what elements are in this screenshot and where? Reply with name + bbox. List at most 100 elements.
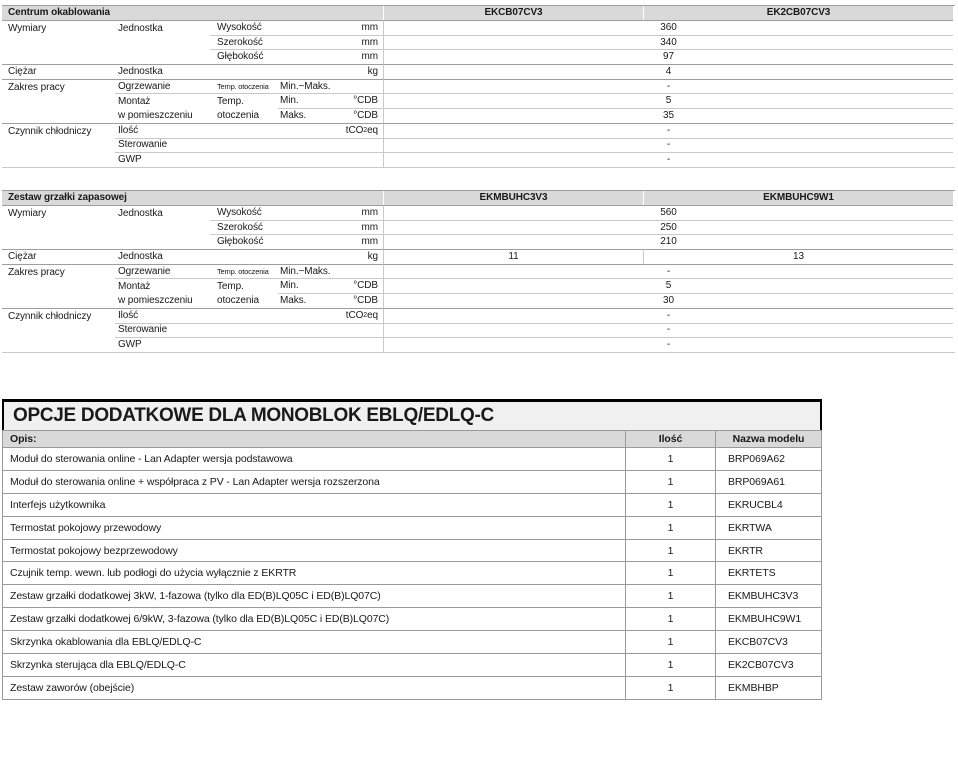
option-row: Interfejs użytkownika 1 EKRUCBL4 xyxy=(3,492,821,516)
spec-value: - xyxy=(383,152,953,167)
option-row: Zestaw zaworów (obejście) 1 EKMBHBP xyxy=(3,675,821,699)
row-sublabel: Jednostka xyxy=(115,205,210,249)
model-column-header: EKMBUHC3V3 xyxy=(383,191,643,205)
option-quantity: 1 xyxy=(625,516,715,539)
row-group-label: Zakres pracy xyxy=(2,263,115,308)
option-row: Czujnik temp. wewn. lub podłogi do użyci… xyxy=(3,561,821,585)
option-quantity: 1 xyxy=(625,676,715,699)
spec-value: 250 xyxy=(383,219,953,235)
spec-value: 560 xyxy=(383,205,953,220)
row-sublabel: Temp. otoczenia xyxy=(210,263,278,279)
unit-label: mm xyxy=(340,205,383,220)
spec-value: 210 xyxy=(383,234,953,250)
model-column-header: EK2CB07CV3 xyxy=(643,6,953,20)
spec-value: - xyxy=(383,78,953,94)
options-title: OPCJE DODATKOWE DLA MONOBLOK EBLQ/EDLQ-C xyxy=(2,399,822,430)
row-sublabel: Ogrzewanie xyxy=(115,263,210,279)
option-quantity: 1 xyxy=(625,562,715,585)
spec-value: 97 xyxy=(383,49,953,65)
option-model: EKCB07CV3 xyxy=(715,631,821,654)
unit-empty xyxy=(340,78,383,94)
unit-label: kg xyxy=(340,64,383,79)
option-model: BRP069A61 xyxy=(715,470,821,493)
spec-value: 5 xyxy=(383,93,953,109)
unit-label: kg xyxy=(340,249,383,264)
unit-label: °CDB xyxy=(340,278,383,293)
row-sublabel: Temp. otoczenia xyxy=(210,93,278,122)
row-sublabel: Ilość xyxy=(115,307,340,323)
row-sublabel: Temp. otoczenia xyxy=(210,278,278,307)
row-group-label: Czynnik chłodniczy xyxy=(2,122,115,167)
option-description: Czujnik temp. wewn. lub podłogi do użyci… xyxy=(10,567,297,580)
row-sublabel: Jednostka xyxy=(115,64,340,79)
row-sublabel: Maks. xyxy=(278,293,340,308)
row-sublabel: Szerokość xyxy=(210,34,340,50)
row-group-label: Ciężar xyxy=(2,249,115,264)
row-sublabel: Jednostka xyxy=(115,20,210,64)
row-sublabel: Min.~Maks. xyxy=(278,263,340,279)
model-column-header: EKMBUHC9W1 xyxy=(643,191,953,205)
option-model: EKRTWA xyxy=(715,516,821,539)
column-header-description: Opis: xyxy=(10,433,37,445)
spec-value: - xyxy=(383,137,953,153)
spec-value: 4 xyxy=(383,64,953,79)
option-description: Zestaw grzałki dodatkowej 3kW, 1-fazowa … xyxy=(10,590,381,603)
unit-label: mm xyxy=(340,49,383,64)
spec-value: 5 xyxy=(383,278,953,294)
spec-value: - xyxy=(383,307,953,323)
row-sublabel: Sterowanie xyxy=(115,137,383,153)
unit-tco2eq: tCO 2 eq xyxy=(340,307,383,323)
row-sublabel: Montaż w pomieszczeniu xyxy=(115,93,210,122)
option-description: Zestaw zaworów (obejście) xyxy=(10,681,135,694)
unit-label: mm xyxy=(340,20,383,35)
unit-label: °CDB xyxy=(340,93,383,108)
option-row: Zestaw grzałki dodatkowej 3kW, 1-fazowa … xyxy=(3,584,821,608)
spec-value: - xyxy=(383,263,953,279)
option-description: Skrzynka sterująca dla EBLQ/EDLQ-C xyxy=(10,658,186,671)
unit-label: mm xyxy=(340,34,383,50)
option-row: Moduł do sterowania online + współpraca … xyxy=(3,469,821,493)
option-description: Zestaw grzałki dodatkowej 6/9kW, 3-fazow… xyxy=(10,613,390,626)
spec-value: 13 xyxy=(643,249,953,264)
row-sublabel: Jednostka xyxy=(115,249,340,264)
option-description: Termostat pokojowy przewodowy xyxy=(10,521,162,534)
option-description: Interfejs użytkownika xyxy=(10,498,106,511)
row-sublabel: Maks. xyxy=(278,108,340,123)
unit-label: mm xyxy=(340,234,383,249)
spec-table-backup-heater: Zestaw grzałki zapasowej EKMBUHC3V3 EKMB… xyxy=(2,190,955,353)
option-description: Moduł do sterowania online + współpraca … xyxy=(10,475,380,488)
spec-value: - xyxy=(383,122,953,138)
option-quantity: 1 xyxy=(625,493,715,516)
option-model: EKRTR xyxy=(715,539,821,562)
unit-label: °CDB xyxy=(340,108,383,123)
row-group-label: Wymiary xyxy=(2,205,115,249)
option-description: Termostat pokojowy bezprzewodowy xyxy=(10,544,178,557)
row-sublabel: Wysokość xyxy=(210,205,340,220)
row-sublabel: Szerokość xyxy=(210,219,340,235)
row-sublabel: Min. xyxy=(278,93,340,108)
option-model: EKMBUHC3V3 xyxy=(715,585,821,608)
row-sublabel: Temp. otoczenia xyxy=(210,78,278,94)
option-quantity: 1 xyxy=(625,654,715,676)
option-row: Skrzynka sterująca dla EBLQ/EDLQ-C 1 EK2… xyxy=(3,653,821,676)
column-header-model: Nazwa modelu xyxy=(715,431,821,447)
spec-value: 35 xyxy=(383,108,953,123)
option-model: EK2CB07CV3 xyxy=(715,654,821,676)
option-quantity: 1 xyxy=(625,585,715,608)
option-row: Zestaw grzałki dodatkowej 6/9kW, 3-fazow… xyxy=(3,607,821,631)
option-description: Skrzynka okablowania dla EBLQ/EDLQ-C xyxy=(10,636,202,649)
table-title: Centrum okablowania xyxy=(2,6,383,20)
row-sublabel: Ogrzewanie xyxy=(115,78,210,94)
unit-label: mm xyxy=(340,219,383,235)
option-quantity: 1 xyxy=(625,539,715,562)
column-header-quantity: Ilość xyxy=(625,431,715,447)
unit-empty xyxy=(340,263,383,279)
spec-value: - xyxy=(383,337,953,352)
option-quantity: 1 xyxy=(625,631,715,654)
option-quantity: 1 xyxy=(625,470,715,493)
row-sublabel: Ilość xyxy=(115,122,340,138)
option-model: EKRTETS xyxy=(715,562,821,585)
row-sublabel: GWP xyxy=(115,152,383,167)
spec-table-wiring-centre: Centrum okablowania EKCB07CV3 EK2CB07CV3… xyxy=(2,5,955,168)
